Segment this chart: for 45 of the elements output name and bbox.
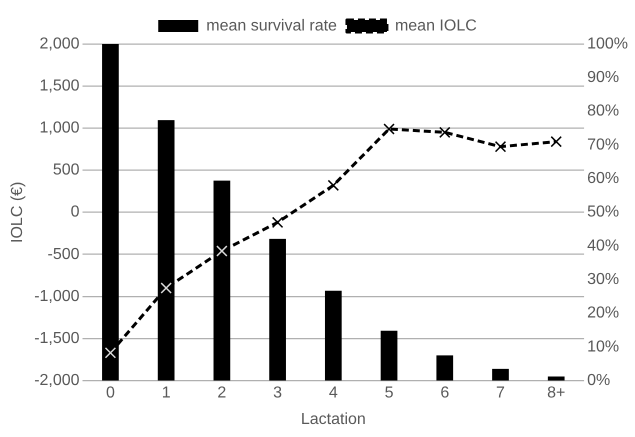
y-tick-label: 2,000	[40, 35, 80, 52]
x-tick-label: 6	[440, 384, 450, 402]
point	[272, 216, 284, 228]
x-tick-label: 5	[384, 384, 394, 402]
y2-tick-label: 100%	[587, 35, 628, 52]
bar	[269, 238, 286, 381]
x-tick-label: 3	[273, 384, 282, 402]
y2-tick-label: 60%	[587, 170, 620, 188]
point	[439, 126, 450, 138]
y-axis-title: IOLC (€)	[9, 182, 26, 243]
y-tick-label: 500	[52, 162, 80, 179]
x-tick-label: 4	[328, 384, 338, 402]
y-tick-label: 0	[70, 204, 80, 221]
y-tick-label: -1,500	[34, 330, 80, 347]
y2-tick-label: 90%	[587, 69, 620, 86]
y2-tick-label: 10%	[587, 338, 620, 356]
legend-label: mean IOLC	[394, 17, 477, 34]
bar	[492, 368, 509, 381]
x-tick-label: 7	[496, 384, 506, 402]
y2-tick-label: 80%	[587, 102, 620, 120]
bar	[324, 290, 342, 381]
x-tick-label: 2	[217, 384, 226, 402]
legend-label: mean survival rate	[206, 17, 338, 34]
y2-tick-label: 20%	[587, 304, 620, 322]
point	[328, 180, 340, 192]
x-tick-label: 1	[162, 384, 171, 402]
y2-tick-label: 70%	[587, 136, 620, 154]
bar	[436, 355, 454, 381]
point	[550, 136, 562, 148]
point	[383, 123, 395, 135]
y-tick-label: -1,000	[34, 288, 80, 305]
y-tick-label: 1,500	[40, 77, 80, 94]
y-tick-label: -2,000	[34, 372, 80, 390]
y-tick-label: 1,000	[40, 120, 80, 137]
y-tick-label: -500	[48, 246, 80, 263]
y2-tick-label: 50%	[587, 204, 620, 221]
y2-tick-label: 30%	[587, 271, 620, 288]
point	[494, 140, 506, 152]
bar	[548, 376, 565, 381]
bar	[380, 330, 398, 381]
x-tick-label: 8+	[547, 384, 566, 402]
x-tick-label: 0	[106, 384, 115, 402]
x-axis-title: Lactation	[300, 410, 366, 428]
y2-tick-label: 40%	[587, 237, 620, 254]
y2-tick-label: 0%	[587, 372, 610, 390]
